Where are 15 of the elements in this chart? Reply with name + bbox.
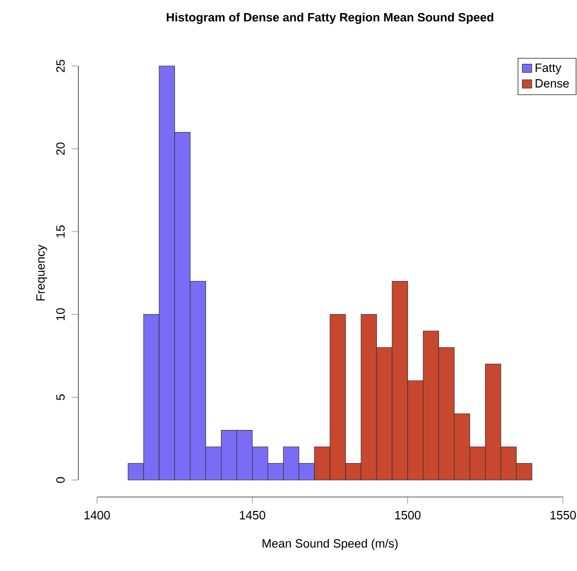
y-tick-label: 10 (56, 308, 65, 320)
x-axis-title: Mean Sound Speed (m/s) (262, 538, 398, 550)
y-axis-title: Frequency (36, 244, 48, 300)
x-tick-label: 1550 (550, 510, 576, 520)
y-tick-label: 25 (56, 60, 65, 72)
legend-label: Dense (536, 79, 569, 88)
y-tick-label: 0 (56, 477, 65, 483)
chart-title: Histogram of Dense and Fatty Region Mean Sound Speed (166, 12, 494, 24)
x-tick-label: 1450 (240, 510, 266, 520)
legend-label: Fatty (536, 64, 562, 74)
y-tick-label: 15 (56, 225, 65, 238)
x-tick-label: 1400 (84, 510, 110, 520)
y-tick-label: 5 (56, 394, 65, 400)
y-tick-label: 20 (56, 142, 65, 155)
x-tick-label: 1500 (395, 510, 421, 520)
